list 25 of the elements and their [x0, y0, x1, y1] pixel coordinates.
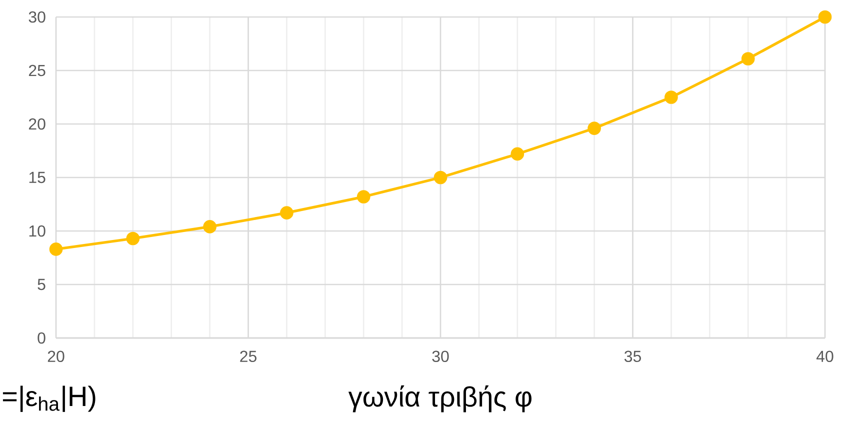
x-tick-label: 30	[432, 350, 449, 362]
x-axis-title: γωνία τριβής φ	[348, 385, 532, 412]
x-tick-label: 35	[624, 350, 641, 362]
point	[434, 170, 448, 184]
y-tick-label: 5	[38, 278, 46, 290]
x-tick-label: 20	[48, 350, 64, 362]
point	[49, 242, 63, 256]
x-tick-label: 40	[816, 350, 834, 362]
point	[818, 10, 832, 24]
x-tick-label: 25	[240, 350, 256, 362]
point	[356, 190, 370, 204]
point	[203, 220, 216, 234]
point	[664, 90, 678, 104]
y-tick-label: 15	[29, 172, 46, 184]
point	[741, 52, 755, 66]
point	[280, 206, 294, 220]
point	[126, 232, 140, 246]
y-tick-label: 30	[28, 11, 46, 23]
y-tick-label: 0	[38, 332, 46, 344]
y-tick-label: 20	[28, 118, 46, 130]
point	[510, 147, 524, 161]
text: =|ε$_{ha}$|H)	[2, 386, 96, 412]
y-tick-label: 10	[29, 225, 46, 237]
point	[588, 122, 601, 135]
y-tick-label: 25	[28, 64, 46, 76]
